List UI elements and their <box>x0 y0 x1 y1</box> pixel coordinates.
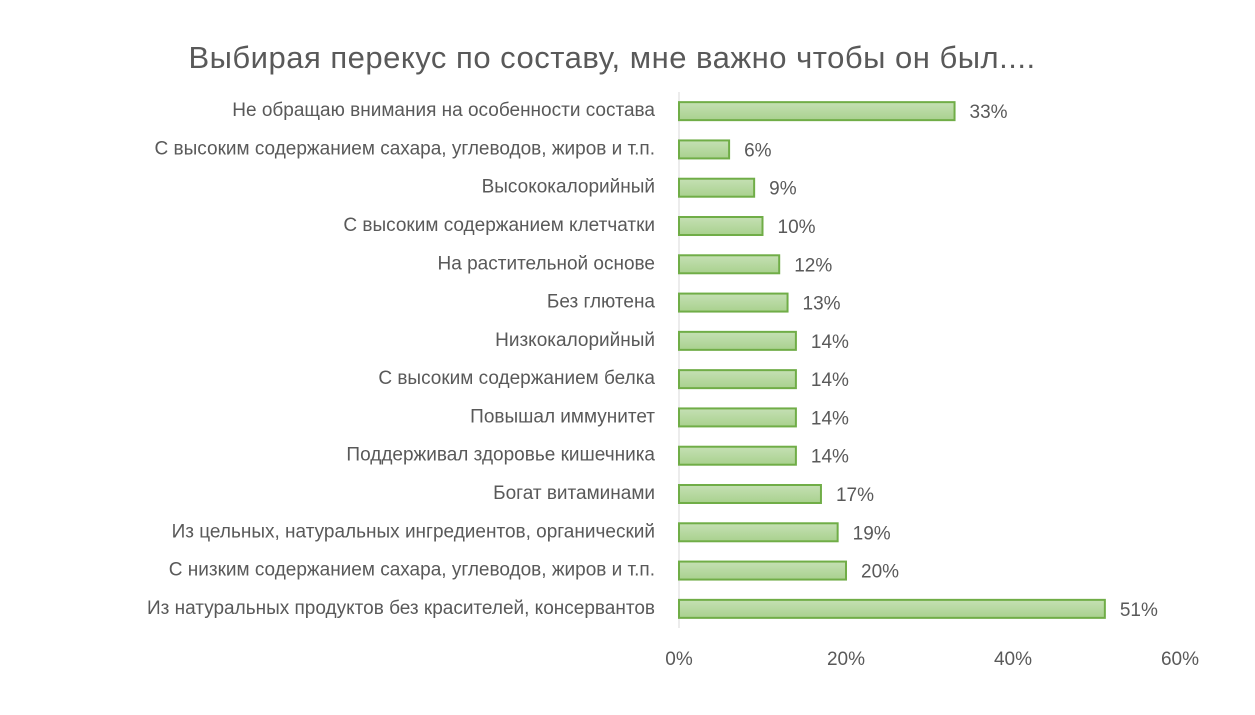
bar <box>678 254 781 275</box>
bar <box>678 292 789 313</box>
bar <box>678 177 756 198</box>
category-label: Без глютена <box>547 292 656 313</box>
value-label: 14% <box>811 447 849 468</box>
bar <box>678 369 797 390</box>
category-label: Из натуральных продуктов без красителей,… <box>147 598 655 619</box>
value-label: 6% <box>744 140 772 161</box>
value-label: 9% <box>769 179 797 200</box>
category-label: Низкокалорийный <box>495 330 655 351</box>
x-tick-label: 40% <box>994 649 1032 670</box>
category-label: Высококалорийный <box>482 177 655 198</box>
bar <box>678 216 764 236</box>
value-label: 14% <box>811 370 849 391</box>
value-label: 14% <box>811 332 849 353</box>
value-label: 20% <box>861 562 899 583</box>
bar <box>678 484 822 504</box>
bar <box>678 330 797 351</box>
value-label: 13% <box>803 294 841 315</box>
x-tick-label: 60% <box>1161 649 1199 670</box>
value-label: 33% <box>970 102 1008 123</box>
category-label: Не обращаю внимания на особенности соста… <box>232 100 655 121</box>
bar <box>678 101 956 122</box>
value-label: 19% <box>853 523 891 544</box>
bar <box>678 139 731 160</box>
bar <box>678 560 847 581</box>
value-label: 10% <box>778 217 816 238</box>
value-label: 17% <box>836 485 874 506</box>
chart-title: Выбирая перекус по составу, мне важно чт… <box>188 40 1035 75</box>
category-label: Поддерживал здоровье кишечника <box>346 445 655 466</box>
category-label: С высоким содержанием сахара, углеводов,… <box>155 138 655 159</box>
category-label: С низким содержанием сахара, углеводов, … <box>169 560 655 581</box>
value-label: 51% <box>1120 600 1158 621</box>
bar <box>678 407 797 428</box>
category-label: С высоким содержанием клетчатки <box>343 215 655 236</box>
x-tick-label: 0% <box>665 649 693 670</box>
category-label: На растительной основе <box>438 253 655 274</box>
x-tick-label: 20% <box>827 649 865 670</box>
category-label: Повышал иммунитет <box>470 406 655 427</box>
bar <box>678 445 797 466</box>
bar <box>678 522 839 543</box>
bar <box>678 598 1106 619</box>
category-label: Богат витаминами <box>493 483 655 504</box>
value-label: 12% <box>794 255 832 276</box>
value-label: 14% <box>811 408 849 429</box>
category-label: Из цельных, натуральных ингредиентов, ор… <box>172 521 655 542</box>
category-label: С высоким содержанием белка <box>378 368 655 389</box>
